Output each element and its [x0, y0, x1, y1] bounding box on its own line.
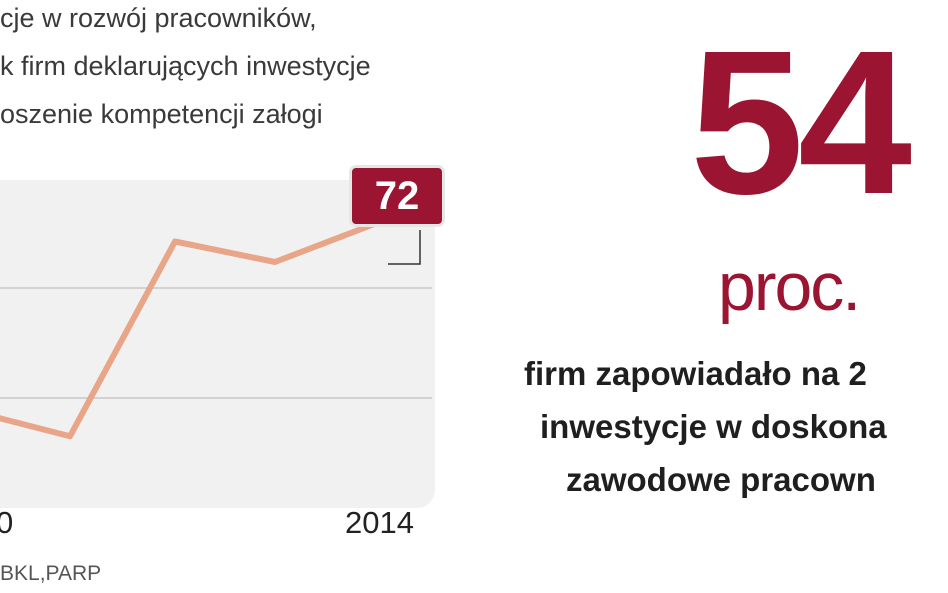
chart-title-line-1: cje w rozwój pracowników, — [0, 3, 317, 33]
source-note: BKL,PARP — [0, 562, 102, 585]
x-tick-label: 2014 — [345, 505, 414, 540]
big-stat-unit: proc. — [718, 249, 861, 325]
stat-description-line-2: inwestycje w doskona — [540, 408, 887, 445]
chart-title-line-2: k firm deklarujących inwestycje — [0, 51, 371, 81]
stat-description-line-1: firm zapowiadało na 2 — [524, 355, 867, 392]
big-stat-number: 54 — [690, 8, 912, 237]
plot-background — [0, 180, 435, 508]
callout-leader-line — [388, 230, 421, 265]
highlight-value-label: 72 — [352, 168, 442, 224]
series-line — [0, 218, 384, 440]
chart-title-line-3: oszenie kompetencji załogi — [0, 99, 323, 129]
stat-description-line-3: zawodowe pracown — [566, 461, 876, 498]
x-tick-label: 0 — [0, 505, 14, 540]
